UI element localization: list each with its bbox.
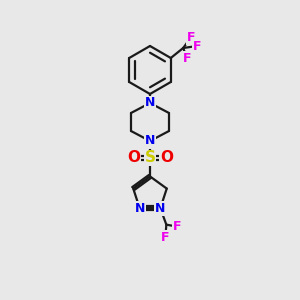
Text: F: F bbox=[173, 220, 182, 233]
Text: N: N bbox=[134, 202, 145, 215]
Text: S: S bbox=[145, 151, 155, 166]
Text: N: N bbox=[155, 202, 166, 215]
Text: N: N bbox=[145, 97, 155, 110]
Text: F: F bbox=[161, 230, 170, 244]
Text: F: F bbox=[183, 52, 191, 65]
Text: O: O bbox=[127, 151, 140, 166]
Text: N: N bbox=[145, 134, 155, 148]
Text: O: O bbox=[160, 151, 173, 166]
Text: F: F bbox=[187, 31, 195, 44]
Text: F: F bbox=[193, 40, 201, 52]
